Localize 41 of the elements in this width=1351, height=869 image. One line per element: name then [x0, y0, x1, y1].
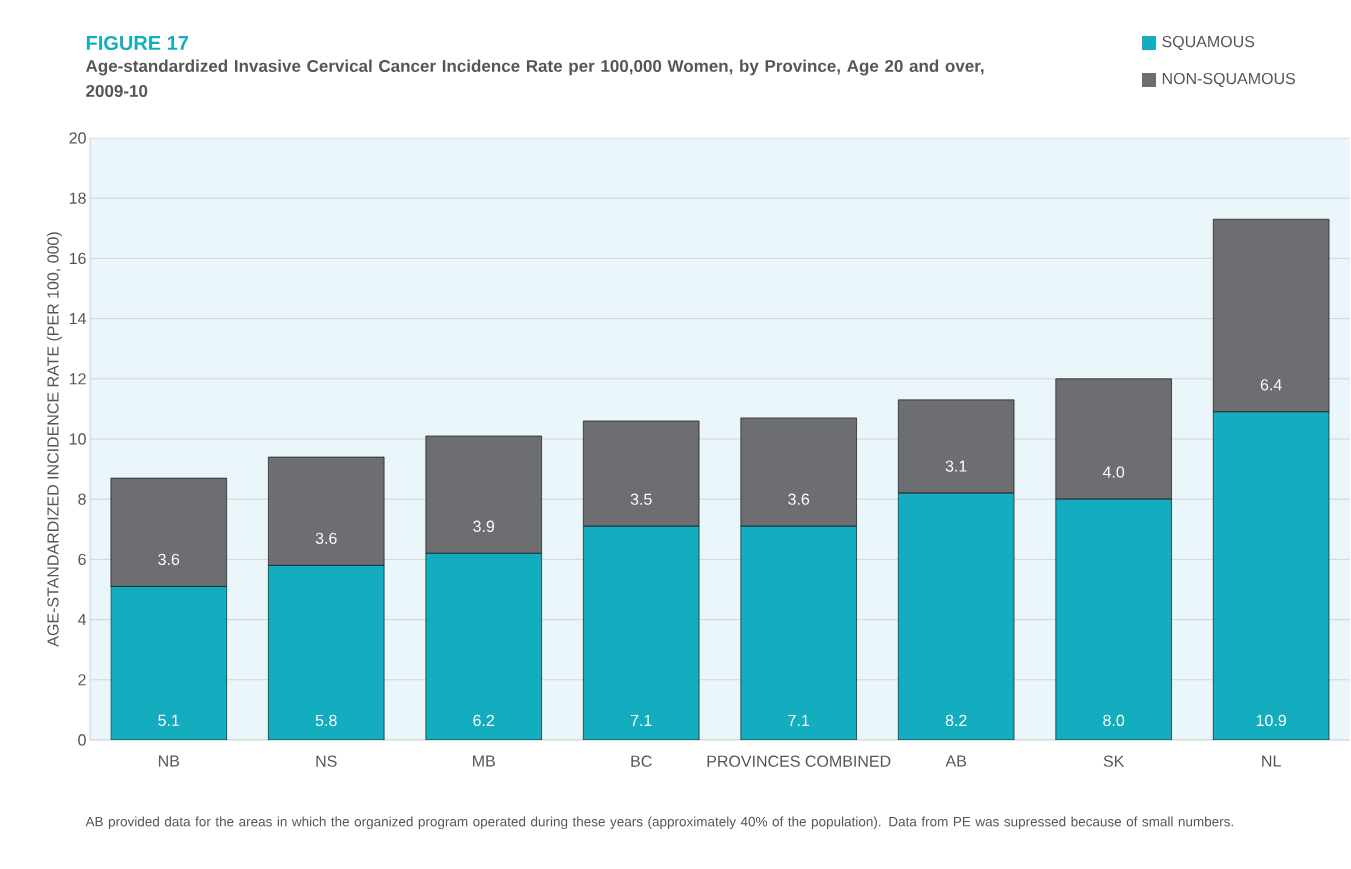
x-tick-label: NL [1262, 755, 1281, 767]
data-label: 10.9 [1256, 714, 1286, 727]
x-tick-label: PROVINCES COMBINED [707, 755, 891, 767]
chart-title: FIGURE 17 [86, 35, 188, 51]
data-label: 3.6 [315, 532, 337, 544]
y-tick-label: 20 [69, 132, 86, 144]
legend-label: NON-SQUAMOUS [1162, 72, 1296, 88]
y-axis-title: AGE-STANDARDIZED INCIDENCE RATE (PER 100, 000) [46, 232, 62, 647]
data-label: 3.6 [158, 553, 180, 566]
data-label: 7.1 [630, 714, 652, 726]
y-tick-label: 0 [78, 734, 86, 746]
y-tick-label: 12 [69, 373, 86, 385]
x-tick-label: SK [1103, 755, 1125, 767]
data-label: 3.1 [945, 460, 967, 472]
data-label: 3.6 [788, 493, 810, 505]
data-label: 3.5 [630, 493, 652, 505]
data-label: 8.0 [1103, 714, 1125, 727]
chart-subtitle: Age-standardized Invasive Cervical Cancer Incidence Rate per 100,000 Women, by Province, Age 20 and over, 2009-10 [85, 59, 984, 98]
x-tick-label: BC [631, 755, 652, 767]
data-label: 4.0 [1102, 466, 1125, 478]
y-tick-label: 14 [69, 313, 86, 325]
data-label: 6.2 [473, 714, 495, 727]
data-label: 8.2 [945, 714, 967, 727]
y-tick-label: 18 [69, 192, 86, 204]
y-tick-label: 10 [69, 433, 86, 445]
text: AB provided data for the areas in which the organized program operated during these years (approximately 40% of the population). Data from PE was supressed because of small numbers. [85, 816, 1233, 830]
data-label: 3.9 [473, 520, 495, 532]
x-tick-label: AB [945, 755, 967, 767]
x-tick-label: NB [158, 755, 180, 767]
data-label: 7.1 [788, 714, 810, 726]
y-tick-label: 16 [69, 252, 86, 265]
data-label: 5.1 [158, 714, 180, 726]
y-tick-label: 6 [78, 553, 86, 566]
data-label: 5.8 [315, 714, 337, 727]
x-tick-label: NS [316, 755, 337, 767]
y-tick-label: 4 [77, 614, 86, 626]
legend-label: SQUAMOUS [1162, 35, 1255, 51]
x-tick-label: MB [473, 755, 495, 767]
data-label: 6.4 [1260, 379, 1282, 391]
y-tick-label: 2 [78, 674, 86, 686]
y-tick-label: 8 [78, 493, 86, 505]
